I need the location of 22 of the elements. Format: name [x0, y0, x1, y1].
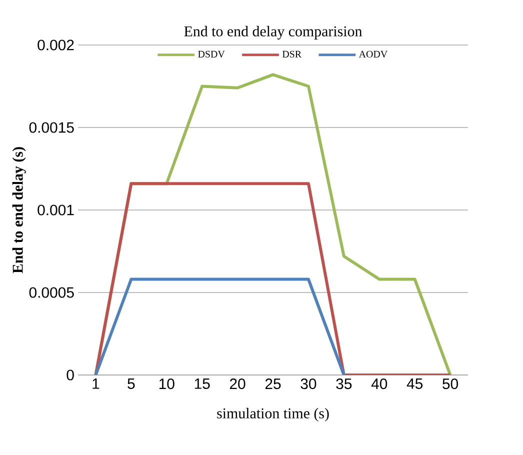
y-tick-label: 0.001 — [38, 204, 74, 216]
y-tick-label: 0.0005 — [29, 287, 74, 298]
x-tick-label: 40 — [371, 378, 388, 390]
x-tick-label: 1 — [92, 378, 100, 389]
legend-label: DSDV — [198, 50, 225, 58]
x-tick-label: 10 — [159, 378, 174, 390]
chart-title: End to end delay comparision — [184, 26, 362, 40]
y-tick-label: 0.0015 — [29, 122, 74, 133]
y-tick-label: 0.002 — [38, 40, 74, 50]
legend-label: AODV — [358, 50, 388, 58]
x-tick-label: 15 — [194, 378, 210, 389]
x-tick-label: 35 — [336, 378, 352, 390]
y-axis-title: End to end delay (s) — [12, 147, 26, 274]
x-tick-label: 5 — [128, 378, 135, 389]
legend-label: DSR — [282, 50, 302, 58]
x-tick-label: 50 — [442, 378, 458, 390]
y-tick-label: 0 — [66, 370, 74, 380]
x-tick-label: 45 — [406, 378, 423, 389]
x-tick-label: 30 — [300, 378, 316, 390]
x-tick-label: 25 — [265, 378, 281, 390]
x-tick-label: 20 — [230, 378, 246, 390]
x-axis-title: simulation time (s) — [217, 408, 329, 422]
